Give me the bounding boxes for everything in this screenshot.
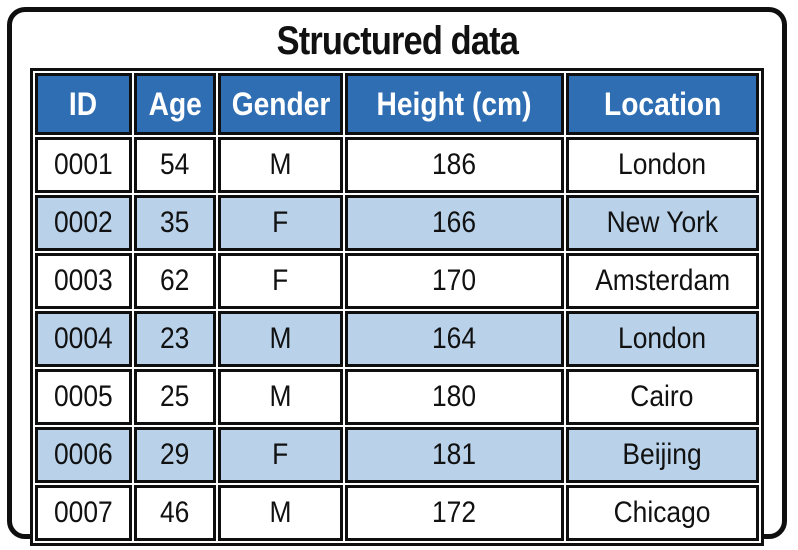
cell-gender-value: M — [269, 380, 292, 413]
cell-location-value: London — [618, 148, 707, 181]
cell-age: 23 — [133, 311, 216, 367]
cell-age-value: 54 — [160, 148, 190, 181]
cell-location-value: Chicago — [613, 496, 711, 529]
cell-height-value: 180 — [432, 380, 477, 413]
column-header-id: ID — [35, 73, 132, 135]
cell-gender-value: F — [272, 264, 289, 297]
cell-height-value: 170 — [432, 264, 477, 297]
column-header-location: Location — [565, 73, 759, 135]
cell-id-value: 0005 — [53, 380, 113, 413]
table-row: 0006 29 F 181 Beijing — [35, 427, 759, 483]
cell-gender: F — [217, 427, 344, 483]
cell-age-value: 29 — [160, 438, 190, 471]
cell-age-value: 23 — [160, 322, 190, 355]
cell-location: Cairo — [565, 369, 759, 425]
table-body: 0001 54 M 186 London 0002 35 F 166 New Y… — [35, 137, 759, 541]
cell-location-value: New York — [606, 206, 719, 239]
cell-gender: M — [217, 369, 344, 425]
page-title-text: Structured data — [276, 19, 518, 63]
cell-age-value: 46 — [160, 496, 190, 529]
table-row: 0004 23 M 164 London — [35, 311, 759, 367]
column-header-gender: Gender — [217, 73, 344, 135]
cell-gender-value: M — [269, 148, 292, 181]
cell-id: 0004 — [35, 311, 132, 367]
table-row: 0007 46 M 172 Chicago — [35, 485, 759, 541]
cell-height: 180 — [345, 369, 564, 425]
cell-location-value: Cairo — [630, 380, 694, 413]
table-header: ID Age Gender Height (cm) Location — [35, 73, 759, 135]
cell-location: Beijing — [565, 427, 759, 483]
cell-height: 172 — [345, 485, 564, 541]
cell-location: New York — [565, 195, 759, 251]
cell-id-value: 0004 — [53, 322, 113, 355]
cell-gender-value: M — [269, 322, 292, 355]
cell-height-value: 186 — [432, 148, 477, 181]
cell-id-value: 0007 — [53, 496, 113, 529]
column-header-height: Height (cm) — [345, 73, 564, 135]
table-row: 0003 62 F 170 Amsterdam — [35, 253, 759, 309]
cell-location-value: Beijing — [622, 438, 702, 471]
structured-data-table: ID Age Gender Height (cm) Location 0001 … — [30, 68, 764, 546]
cell-height: 170 — [345, 253, 564, 309]
cell-gender-value: M — [269, 496, 292, 529]
cell-height: 164 — [345, 311, 564, 367]
outer-frame: Structured data ID Age Gender Height (cm… — [7, 7, 787, 546]
cell-age: 35 — [133, 195, 216, 251]
cell-id-value: 0003 — [53, 264, 113, 297]
cell-height-value: 164 — [432, 322, 477, 355]
column-header-gender-label: Gender — [231, 85, 330, 122]
cell-gender-value: F — [272, 206, 289, 239]
cell-gender: M — [217, 485, 344, 541]
cell-location: Chicago — [565, 485, 759, 541]
table-row: 0005 25 M 180 Cairo — [35, 369, 759, 425]
cell-age-value: 62 — [160, 264, 190, 297]
cell-id: 0006 — [35, 427, 132, 483]
table-header-row: ID Age Gender Height (cm) Location — [35, 73, 759, 135]
column-header-location-label: Location — [603, 85, 721, 122]
cell-gender: F — [217, 195, 344, 251]
page-title: Structured data — [12, 19, 782, 64]
cell-location: London — [565, 311, 759, 367]
cell-age: 46 — [133, 485, 216, 541]
cell-id: 0001 — [35, 137, 132, 193]
cell-age-value: 35 — [160, 206, 190, 239]
cell-location-value: London — [618, 322, 707, 355]
cell-height-value: 166 — [432, 206, 477, 239]
cell-age: 62 — [133, 253, 216, 309]
cell-height: 181 — [345, 427, 564, 483]
cell-id-value: 0006 — [53, 438, 113, 471]
table-row: 0001 54 M 186 London — [35, 137, 759, 193]
cell-location-value: Amsterdam — [594, 264, 730, 297]
cell-id-value: 0002 — [53, 206, 113, 239]
cell-location: London — [565, 137, 759, 193]
cell-age: 25 — [133, 369, 216, 425]
cell-id: 0005 — [35, 369, 132, 425]
cell-id-value: 0001 — [53, 148, 113, 181]
cell-gender: F — [217, 253, 344, 309]
cell-age: 29 — [133, 427, 216, 483]
cell-id: 0007 — [35, 485, 132, 541]
cell-height-value: 181 — [432, 438, 477, 471]
cell-height-value: 172 — [432, 496, 477, 529]
cell-gender: M — [217, 311, 344, 367]
cell-height: 186 — [345, 137, 564, 193]
column-header-age: Age — [133, 73, 216, 135]
cell-age-value: 25 — [160, 380, 190, 413]
cell-age: 54 — [133, 137, 216, 193]
column-header-id-label: ID — [69, 85, 98, 122]
cell-id: 0002 — [35, 195, 132, 251]
cell-id: 0003 — [35, 253, 132, 309]
table-row: 0002 35 F 166 New York — [35, 195, 759, 251]
cell-height: 166 — [345, 195, 564, 251]
column-header-age-label: Age — [148, 85, 202, 122]
cell-location: Amsterdam — [565, 253, 759, 309]
cell-gender: M — [217, 137, 344, 193]
cell-gender-value: F — [272, 438, 289, 471]
column-header-height-label: Height (cm) — [377, 85, 532, 122]
